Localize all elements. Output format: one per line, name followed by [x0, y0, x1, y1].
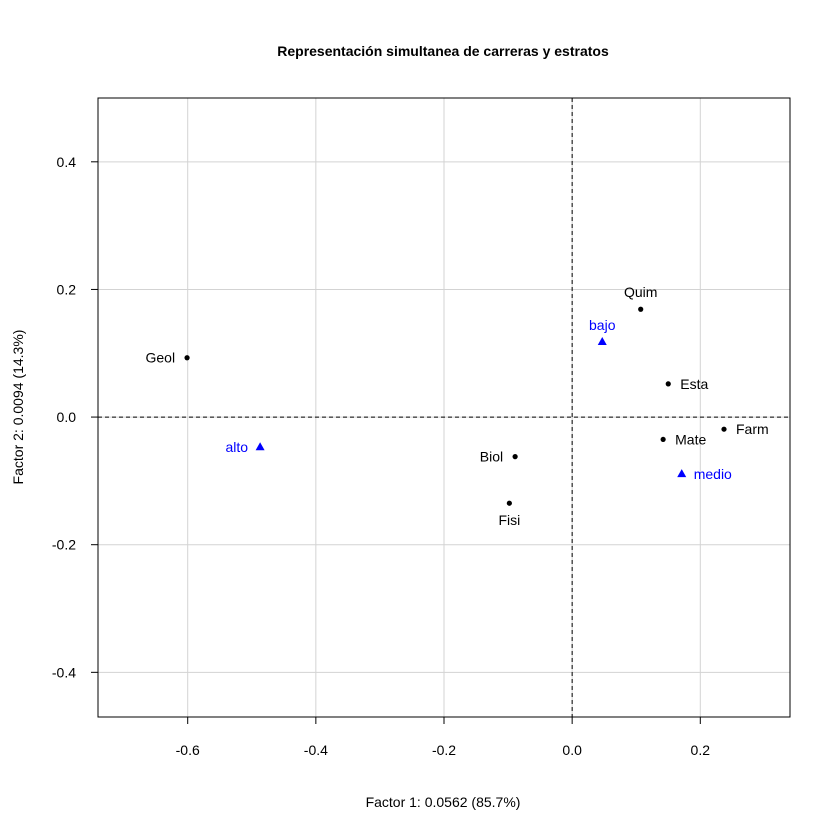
chart-title: Representación simultanea de carreras y … [277, 43, 609, 59]
grid-lines [98, 98, 790, 717]
point-label-mate: Mate [675, 431, 706, 447]
y-tick-label: -0.2 [52, 537, 76, 553]
point-bajo [597, 336, 607, 345]
y-tick-label: 0.4 [57, 154, 77, 170]
data-marks: Geol Quim Esta Farm Mate Biol Fisi bajo alto medi… [145, 284, 768, 528]
point-label-bajo: bajo [589, 317, 616, 333]
point-medio [677, 469, 687, 478]
reference-lines [98, 98, 790, 717]
point-mate [660, 436, 666, 443]
point-quim [638, 306, 644, 312]
plot-frame [97, 97, 791, 718]
x-tick-label: -0.6 [176, 742, 200, 758]
point-esta [665, 381, 671, 387]
y-tick-label: 0.2 [57, 281, 77, 297]
point-geol [184, 355, 190, 361]
y-axis-label: Factor 2: 0.0094 (14.3%) [10, 330, 26, 485]
y-tick-label: 0.0 [57, 409, 77, 425]
x-tick-label: -0.2 [432, 742, 456, 758]
x-tick-label: -0.4 [304, 742, 328, 758]
x-tick-label: 0.2 [691, 742, 711, 758]
point-label-quim: Quim [624, 284, 657, 300]
point-biol [512, 454, 518, 460]
point-fisi [506, 500, 512, 506]
x-axis-label: Factor 1: 0.0562 (85.7%) [366, 794, 521, 810]
point-label-alto: alto [226, 439, 249, 455]
point-label-biol: Biol [480, 449, 503, 465]
point-label-esta: Esta [680, 376, 708, 392]
point-label-farm: Farm [736, 421, 769, 437]
point-label-geol: Geol [145, 350, 175, 366]
point-farm [721, 426, 727, 432]
point-alto [255, 442, 265, 451]
axis-ticks: -0.6 -0.4 -0.2 0.0 0.2 -0.4 -0.2 0.0 0.2 0.4 [52, 154, 710, 758]
point-label-medio: medio [694, 466, 732, 482]
x-tick-label: 0.0 [562, 742, 582, 758]
point-label-fisi: Fisi [498, 512, 520, 528]
y-tick-label: -0.4 [52, 664, 76, 680]
